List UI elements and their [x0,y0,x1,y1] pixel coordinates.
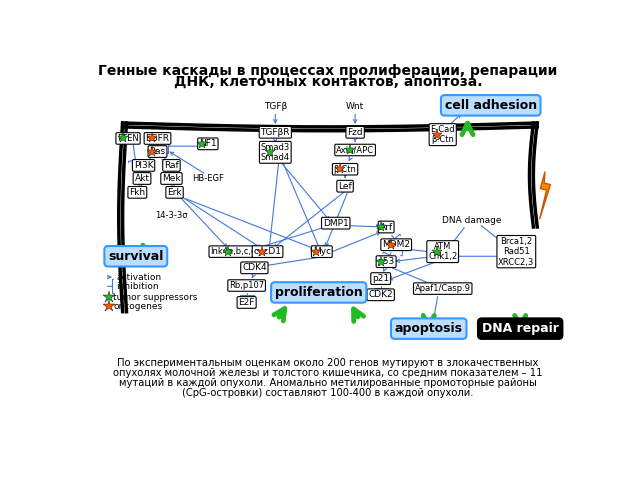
Polygon shape [540,171,550,219]
Text: DNA repair: DNA repair [482,322,559,335]
Text: cell adhesion: cell adhesion [445,99,537,112]
Text: DMP1: DMP1 [323,219,349,228]
Text: Erk: Erk [167,188,182,197]
Text: HB-EGF: HB-EGF [192,174,224,183]
Text: p21: p21 [372,274,389,283]
Text: PI3K: PI3K [134,161,154,170]
Text: Генные каскады в процессах пролиферации, репарации: Генные каскады в процессах пролиферации,… [99,64,557,78]
Text: DNA damage: DNA damage [442,216,501,225]
Text: Akt: Akt [134,174,150,183]
Text: Ras: Ras [149,147,166,156]
Text: TGFβ: TGFβ [264,102,287,110]
Text: Ink4a,b,c,d: Ink4a,b,c,d [211,247,257,256]
Text: 14-3-3σ: 14-3-3σ [155,211,188,220]
Text: ДНК, клеточных контактов, апоптоза.: ДНК, клеточных контактов, апоптоза. [173,74,483,88]
Text: Fzd: Fzd [348,128,363,137]
Text: inhibition: inhibition [116,282,159,291]
Text: Axin/APC: Axin/APC [336,145,374,155]
Text: apoptosis: apoptosis [395,322,463,335]
Text: опухолях молочной железы и толстого кишечника, со средним показателем – 11: опухолях молочной железы и толстого кише… [113,368,543,378]
Text: Myc: Myc [313,247,331,256]
Text: Raf: Raf [164,161,179,170]
Text: activation: activation [116,273,161,282]
Text: tumor suppressors: tumor suppressors [113,293,198,301]
Text: (CpG-островки) составляют 100-400 в каждой опухоли.: (CpG-островки) составляют 100-400 в кажд… [182,388,474,398]
Text: p53: p53 [378,257,395,266]
Text: oncogenes: oncogenes [113,302,163,311]
Text: Arf: Arf [380,223,393,231]
Text: Fkh: Fkh [129,188,145,197]
Text: E-Cad
β-Ctn: E-Cad β-Ctn [430,125,455,144]
Text: Lef: Lef [338,182,352,191]
Text: Wnt: Wnt [346,102,364,110]
Text: proliferation: proliferation [275,286,363,299]
Text: Apaf1/Casp.9: Apaf1/Casp.9 [415,284,470,293]
Text: мутаций в каждой опухоли. Аномально метилированные промоторные районы: мутаций в каждой опухоли. Аномально мети… [119,378,537,388]
Text: По экспериментальным оценкам около 200 генов мутируют в злокачественных: По экспериментальным оценкам около 200 г… [117,358,539,368]
Text: NF1: NF1 [199,139,217,148]
Text: E2F: E2F [239,298,255,307]
Text: TGFβR: TGFβR [260,128,290,137]
Text: PTEN: PTEN [117,134,139,143]
Text: β-Ctn: β-Ctn [333,165,356,174]
Text: CDK2: CDK2 [369,290,393,299]
Text: Rb,p107: Rb,p107 [229,281,264,290]
Text: survival: survival [108,250,163,263]
Text: ATM
Chk1,2: ATM Chk1,2 [428,242,458,261]
Text: EGFR: EGFR [145,134,170,143]
Text: cycD1: cycD1 [253,247,282,256]
Text: Mek: Mek [162,174,180,183]
Text: Smad3
Smad4: Smad3 Smad4 [260,143,290,162]
Text: MDM2: MDM2 [382,240,410,249]
Text: Brca1,2
Rad51
XRCC2,3: Brca1,2 Rad51 XRCC2,3 [498,237,534,266]
Text: CDK4: CDK4 [242,264,267,272]
